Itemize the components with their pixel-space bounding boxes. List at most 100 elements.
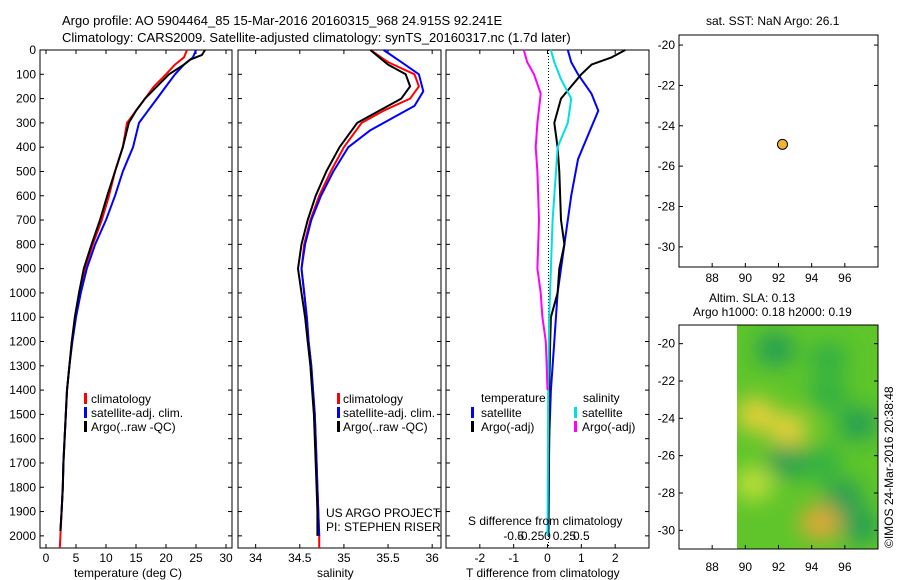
sla-map-subtitle: Argo h1000: 0.18 h2000: 0.19 bbox=[693, 305, 852, 319]
location-map-frame bbox=[678, 34, 879, 268]
x-tick-label: 35.5 bbox=[376, 551, 400, 565]
depth-tick-label: 1000 bbox=[9, 286, 36, 300]
sla-blob bbox=[799, 505, 840, 540]
top-x-tick-label: -0.25 bbox=[517, 529, 545, 543]
map-y-tick-label: -26 bbox=[658, 449, 676, 463]
sla-blob bbox=[737, 466, 774, 501]
legend-label-climatology: climatology bbox=[343, 392, 403, 406]
map-x-tick-label: 92 bbox=[772, 271, 786, 285]
depth-tick-label: 1800 bbox=[9, 480, 36, 494]
depth-tick-label: 1500 bbox=[9, 407, 36, 421]
legend-label-satellite: satellite-adj. clim. bbox=[343, 406, 435, 420]
sla-blob bbox=[768, 412, 809, 447]
x-tick-label: 34 bbox=[249, 551, 263, 565]
legend-swatch-t-argo bbox=[471, 421, 474, 432]
depth-tick-label: 100 bbox=[16, 67, 36, 81]
x-tick-label: 1 bbox=[578, 551, 585, 565]
salinity-series bbox=[297, 49, 425, 548]
depth-tick-label: 1200 bbox=[9, 335, 36, 349]
difference-x-axis: -2 -1 0 1 2-0.5-0.25 0 0.250.5 bbox=[474, 50, 619, 565]
depth-tick-label: 1400 bbox=[9, 383, 36, 397]
location-map-points bbox=[776, 138, 788, 150]
depth-tick-label: 1900 bbox=[9, 505, 36, 519]
legend-swatch-satellite bbox=[84, 407, 87, 418]
depth-tick-label: 600 bbox=[16, 189, 36, 203]
sla-blob bbox=[737, 397, 776, 432]
x-tick-label: 0 bbox=[43, 551, 50, 565]
x-tick-label: 0 bbox=[544, 551, 551, 565]
salinity-axis-label: salinity bbox=[317, 566, 354, 580]
x-tick-label: 25 bbox=[189, 551, 203, 565]
difference-legend: temperature salinity satellite Argo(-adj… bbox=[471, 391, 635, 434]
series-line-s-argo-adj- bbox=[522, 49, 549, 391]
map-x-tick-label: 96 bbox=[838, 271, 852, 285]
x-tick-label: -1 bbox=[508, 551, 519, 565]
sla-blob bbox=[755, 332, 796, 367]
legend-label-climatology: climatology bbox=[91, 392, 151, 406]
top-x-tick-label: 0.25 bbox=[553, 529, 577, 543]
map-y-tick-label: -20 bbox=[658, 337, 676, 351]
argo-location-marker bbox=[776, 138, 788, 150]
sla-blob bbox=[839, 509, 878, 544]
credit-project: US ARGO PROJECT bbox=[326, 506, 441, 520]
map-y-tick-label: -22 bbox=[658, 78, 676, 92]
map-y-tick-label: -24 bbox=[658, 411, 676, 425]
series-line-s-satellite bbox=[546, 49, 573, 536]
x-tick-label: 15 bbox=[129, 551, 143, 565]
sla-blob bbox=[808, 341, 849, 376]
sla-map-title: Altim. SLA: 0.13 bbox=[709, 291, 795, 305]
salinity-legend: climatology satellite-adj. clim. Argo(..… bbox=[337, 392, 435, 434]
map-x-tick-label: 90 bbox=[739, 560, 753, 574]
map-x-tick-label: 96 bbox=[838, 560, 852, 574]
location-map-axes: 88 90 92 94 96 -20 -22 -24 -26 -28 -30 bbox=[658, 38, 878, 285]
credit-pi: PI: STEPHEN RISER bbox=[326, 520, 441, 534]
temperature-x-axis: 0 5 10 15 20 25 30 bbox=[43, 50, 233, 565]
series-line-argo-raw-qc- bbox=[297, 49, 412, 536]
sla-blob bbox=[801, 446, 842, 481]
depth-tick-label: 1600 bbox=[9, 432, 36, 446]
map-x-tick-label: 92 bbox=[772, 560, 786, 574]
salinity-x-axis: 34 34.5 35 35.5 36 bbox=[249, 50, 439, 565]
map-y-tick-label: -30 bbox=[658, 523, 676, 537]
sla-blob bbox=[838, 406, 878, 441]
depth-tick-label: 400 bbox=[16, 140, 36, 154]
map-y-tick-label: -22 bbox=[658, 374, 676, 388]
temperature-panel-frame bbox=[39, 49, 233, 549]
x-tick-label: 36 bbox=[425, 551, 439, 565]
legend-swatch-s-satellite bbox=[574, 407, 577, 418]
temperature-axis-label: temperature (deg C) bbox=[74, 566, 182, 580]
x-tick-label: 20 bbox=[159, 551, 173, 565]
depth-tick-label: 500 bbox=[16, 164, 36, 178]
salinity-panel-frame bbox=[237, 49, 442, 549]
x-tick-label: 5 bbox=[73, 551, 80, 565]
location-map-title: sat. SST: NaN Argo: 26.1 bbox=[706, 14, 840, 28]
temperature-series bbox=[58, 49, 206, 549]
legend-swatch-climatology bbox=[337, 393, 340, 404]
x-tick-label: 34.5 bbox=[288, 551, 312, 565]
depth-tick-label: 0 bbox=[29, 43, 36, 57]
sla-map-axes: 88 90 92 94 96 -20 -22 -24 -26 -28 -30 bbox=[658, 337, 878, 574]
map-y-tick-label: -20 bbox=[658, 38, 676, 52]
sla-blob bbox=[808, 377, 849, 412]
series-line-argo-raw-qc- bbox=[59, 49, 206, 532]
legend-title-temperature: temperature bbox=[481, 391, 546, 405]
x-tick-label: 2 bbox=[612, 551, 619, 565]
map-y-tick-label: -28 bbox=[658, 199, 676, 213]
sla-heatmap bbox=[737, 332, 878, 544]
series-line-t-argo-adj- bbox=[547, 49, 626, 536]
depth-tick-label: 700 bbox=[16, 213, 36, 227]
x-tick-label: 30 bbox=[219, 551, 233, 565]
legend-swatch-t-satellite bbox=[471, 407, 474, 418]
map-y-tick-label: -30 bbox=[658, 240, 676, 254]
depth-tick-label: 1300 bbox=[9, 359, 36, 373]
x-tick-label: 10 bbox=[99, 551, 113, 565]
figure-title-line1: Argo profile: AO 5904464_85 15-Mar-2016 … bbox=[62, 13, 503, 28]
depth-tick-label: 800 bbox=[16, 237, 36, 251]
depth-tick-label: 2000 bbox=[9, 529, 36, 543]
map-x-tick-label: 88 bbox=[705, 560, 719, 574]
legend-label-t-argo: Argo(-adj) bbox=[481, 420, 534, 434]
t-difference-axis-label: T difference from climatology bbox=[466, 566, 620, 580]
map-x-tick-label: 88 bbox=[705, 271, 719, 285]
